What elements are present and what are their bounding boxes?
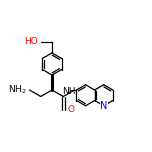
Text: NH: NH xyxy=(62,87,76,96)
Text: N: N xyxy=(100,101,107,111)
Text: HO: HO xyxy=(24,37,38,46)
Text: NH$_2$: NH$_2$ xyxy=(8,84,26,96)
Text: O: O xyxy=(67,105,74,114)
